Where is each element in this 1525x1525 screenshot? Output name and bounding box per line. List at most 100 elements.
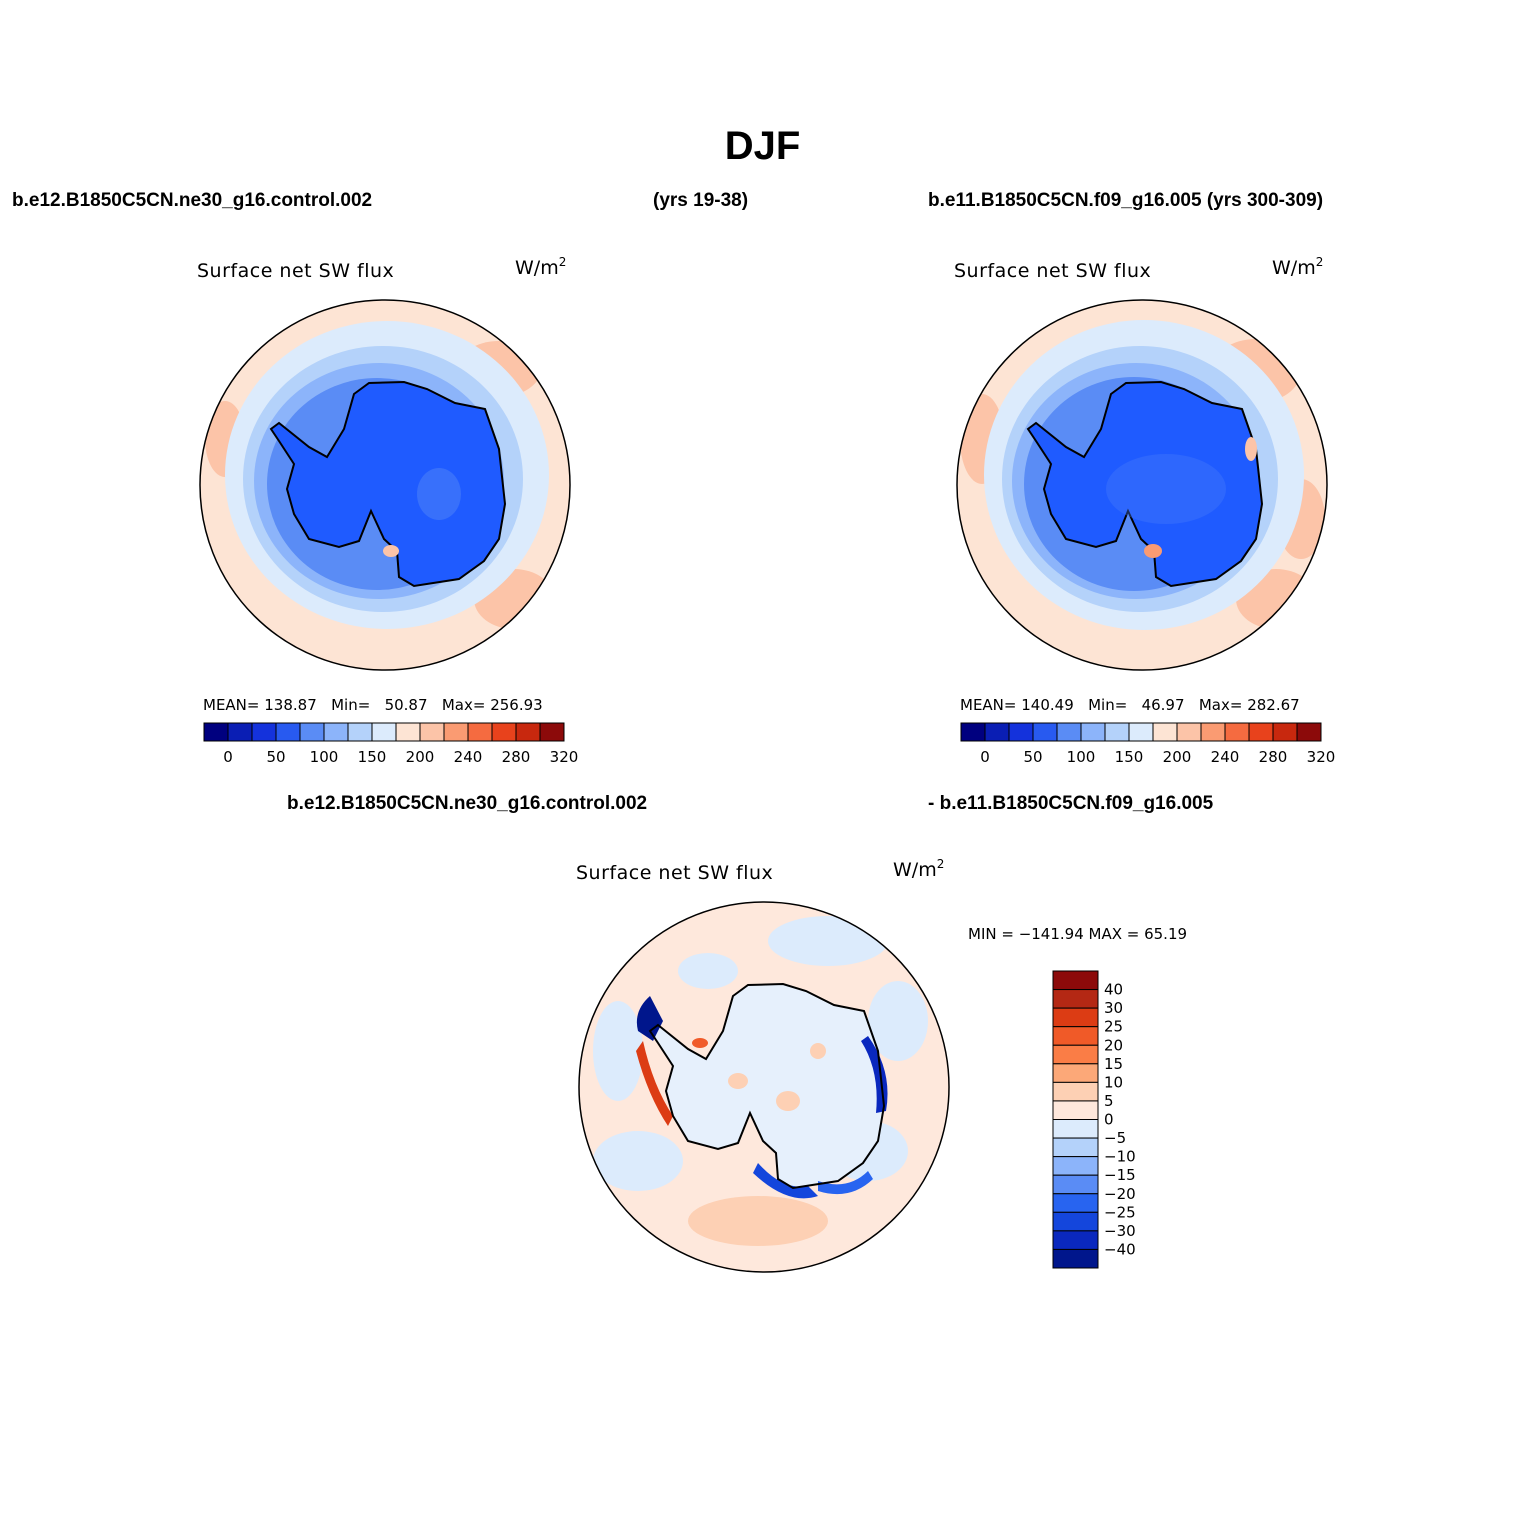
colorbar-tick-label: 240 [1211,748,1240,766]
right-units: W/m2 [1272,255,1324,279]
colorbar-swatch [419,722,445,742]
left-stats: MEAN= 138.87 Min= 50.87 Max= 256.93 [203,696,543,714]
coastline [648,982,886,1190]
colorbar-tick-label: −20 [1104,1185,1136,1203]
colorbar-swatch [960,722,986,742]
colorbar-tick-label: 100 [310,748,339,766]
colorbar-tick-label: 15 [1104,1055,1123,1073]
left-colorbar: 0 50 100 150 200 240 280 320 [203,722,578,766]
antarctica-landmass [650,984,884,1188]
colorbar-swatch [347,722,373,742]
map-boundary [199,299,571,671]
colorbar-swatch [1248,722,1274,742]
colorbar-tick-label: −5 [1104,1129,1126,1147]
colorbar-tick-label: −15 [1104,1166,1136,1184]
colorbar-swatch [1052,1174,1099,1195]
right-polar-map [956,299,1328,671]
diff-plot-title: Surface net SW flux [576,862,774,884]
colorbar-swatch [227,722,253,742]
colorbar-tick-label: 200 [1163,748,1192,766]
cold-anomaly [636,996,663,1041]
colorbar-swatch [1128,722,1154,742]
warm-anomaly [636,1041,673,1126]
right-stats: MEAN= 140.49 Min= 46.97 Max= 282.67 [960,696,1300,714]
diff-units: W/m2 [893,857,945,881]
colorbar-swatch [515,722,541,742]
colorbar-swatch [251,722,277,742]
diff-minmax: MIN = −141.94 MAX = 65.19 [968,925,1188,943]
interior-feature [417,468,461,520]
colorbar-tick-label: 25 [1104,1018,1123,1036]
map-boundary [578,901,950,1273]
colorbar-swatch [491,722,517,742]
colorbar-swatch [1056,722,1082,742]
colorbar-tick-label: 20 [1104,1036,1123,1054]
left-units: W/m2 [515,255,567,279]
colorbar-swatch [1052,1137,1099,1158]
colorbar-swatch [1052,970,1099,991]
interior-warm-spot [776,1091,800,1111]
cold-anomaly [818,1171,873,1195]
colorbar-swatch [371,722,397,742]
colorbar-swatch [1052,1119,1099,1139]
right-colorbar: 0 50 100 150 200 240 280 320 [960,722,1335,766]
colorbar-tick-label: 0 [1104,1111,1114,1129]
colorbar-swatch [443,722,469,742]
left-case-name: b.e12.B1850C5CN.ne30_g16.control.002 [12,190,373,211]
right-case-name: b.e11.B1850C5CN.f09_g16.005 (yrs 300-309… [928,190,1324,211]
colorbar-swatch [203,722,229,742]
colorbar-tick-label: 100 [1067,748,1096,766]
colorbar-tick-label: 150 [358,748,387,766]
diff-case-a: b.e12.B1850C5CN.ne30_g16.control.002 [287,793,648,814]
colorbar-swatch [1052,1211,1099,1232]
colorbar-tick-label: −30 [1104,1222,1136,1240]
colorbar-swatch [1052,1007,1099,1028]
colorbar-tick-label: 5 [1104,1092,1114,1110]
colorbar-tick-label: 0 [980,748,990,766]
colorbar-swatch [1052,1248,1099,1269]
colorbar-swatch [1052,1156,1099,1176]
colorbar-tick-label: 320 [550,748,579,766]
interior-warm-spot [810,1043,826,1059]
map-boundary [956,299,1328,671]
main-title: DJF [724,124,801,168]
cold-anomaly [861,1036,888,1113]
colorbar-tick-label: 200 [406,748,435,766]
colorbar-tick-label: 30 [1104,999,1123,1017]
interior-feature [1106,454,1226,524]
colorbar-swatch [1052,1100,1099,1120]
cool-patch [593,1131,683,1191]
interior-warm-spot [728,1073,748,1089]
colorbar-swatch [299,722,325,742]
colorbar-swatch [1052,1230,1099,1250]
diff-polar-map [578,901,950,1273]
left-case-years: (yrs 19-38) [653,190,749,211]
cold-anomaly [753,1163,818,1199]
colorbar-swatch [984,722,1010,742]
colorbar-swatch [275,722,301,742]
colorbar-swatch [1052,989,1099,1009]
right-plot-title: Surface net SW flux [954,260,1152,282]
left-polar-map [199,299,571,671]
cool-patch [593,1001,643,1101]
colorbar-swatch [1080,722,1106,742]
colorbar-swatch [1032,722,1058,742]
colorbar-tick-label: 40 [1104,981,1123,999]
ice-shelf-warm-spot [383,545,399,557]
cool-patch [868,981,928,1061]
colorbar-swatch [1200,722,1226,742]
colorbar-tick-label: −10 [1104,1148,1136,1166]
colorbar-tick-label: 240 [454,748,483,766]
colorbar-tick-label: 320 [1307,748,1336,766]
coastline [269,380,507,588]
colorbar-swatch [1052,1026,1099,1046]
colorbar-tick-label: 280 [502,748,531,766]
warm-anomaly [692,1038,708,1048]
cool-patch [768,916,888,966]
colorbar-tick-label: 50 [1023,748,1042,766]
antarctica-landmass [1028,382,1262,586]
colorbar-tick-label: −25 [1104,1203,1136,1221]
colorbar-swatch [323,722,349,742]
colorbar-tick-label: 150 [1115,748,1144,766]
ice-shelf-warm-spot [1144,544,1162,558]
